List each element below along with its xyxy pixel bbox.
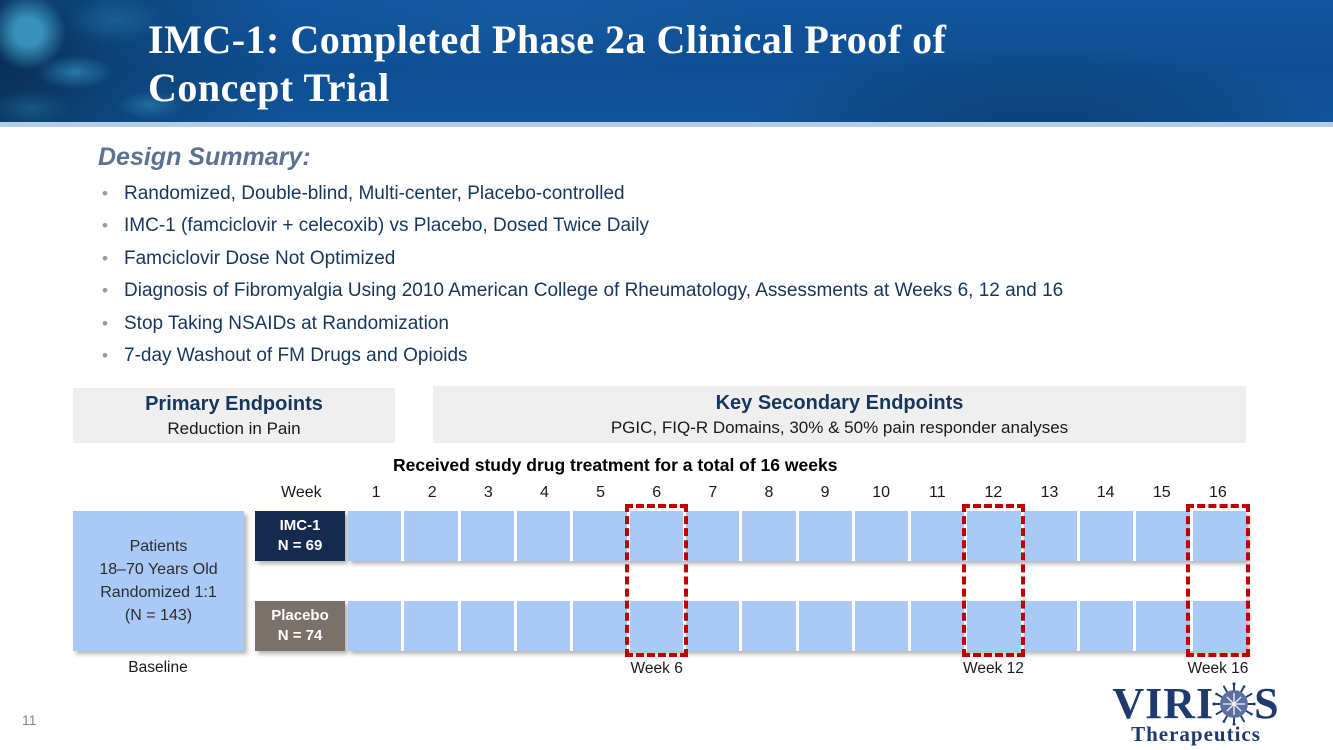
week-cell-imc-1-2: [404, 511, 458, 561]
week-cell-placebo-14: [1080, 601, 1134, 651]
arm-sample-size: N = 74: [277, 627, 323, 644]
week-number-2: 2: [427, 484, 437, 501]
design-summary-bullet-2: IMC-1 (famciclovir + celecoxib) vs Place…: [98, 210, 1278, 243]
week-number-8: 8: [764, 484, 774, 501]
week-number-10: 10: [872, 484, 891, 501]
week-cell-imc-1-11: [911, 511, 965, 561]
secondary-endpoints-box: Key Secondary Endpoints PGIC, FIQ-R Doma…: [433, 386, 1246, 443]
week-number-row: 1 2 3 4 5 6 7 8 9 10 11 12 13 14 15 16: [348, 484, 1246, 502]
week-number-12: 12: [984, 484, 1003, 501]
logo-text-viri: VIRI: [1112, 679, 1215, 728]
primary-endpoints-box: Primary Endpoints Reduction in Pain: [73, 388, 395, 443]
week-number-9: 9: [820, 484, 830, 501]
design-summary-bullet-1: Randomized, Double-blind, Multi-center, …: [98, 178, 1278, 211]
week-number-13: 13: [1040, 484, 1059, 501]
week-cell-imc-1-13: [1023, 511, 1078, 561]
week-cell-placebo-6: [629, 601, 683, 651]
week-cell-placebo-4: [516, 601, 571, 651]
secondary-endpoints-subtitle: PGIC, FIQ-R Domains, 30% & 50% pain resp…: [610, 417, 1069, 437]
week-cell-imc-1-10: [854, 511, 909, 561]
virios-logo: VIRI: [1081, 681, 1311, 746]
patients-box-line-2: 18–70 Years Old: [99, 561, 218, 578]
week-cell-placebo-9: [798, 601, 852, 651]
design-summary-bullet-3: Famciclovir Dose Not Optimized: [98, 243, 1278, 276]
week-cell-imc-1-4: [516, 511, 571, 561]
week-cell-placebo-13: [1023, 601, 1078, 651]
logo-subtitle: Therapeutics: [1131, 722, 1261, 746]
week-cell-placebo-16: [1192, 601, 1246, 651]
design-summary-bullet-5: Stop Taking NSAIDs at Randomization: [98, 308, 1278, 341]
virios-wordmark: VIRI: [1081, 681, 1311, 727]
virus-ball-icon: [1212, 682, 1256, 726]
week-number-5: 5: [596, 484, 606, 501]
arm-cells-imc-1: [348, 511, 1246, 561]
week-number-1: 1: [371, 484, 381, 501]
primary-endpoints-title: Primary Endpoints: [145, 392, 323, 415]
week-cell-placebo-2: [404, 601, 458, 651]
week-cell-imc-1-3: [460, 511, 514, 561]
assessment-label-week-16: Week 16: [1187, 660, 1249, 677]
week-cell-placebo-1: [348, 601, 402, 651]
treatment-duration-note: Received study drug treatment for a tota…: [393, 455, 838, 475]
week-cell-imc-1-8: [742, 511, 796, 561]
week-number-14: 14: [1096, 484, 1115, 501]
page-number: 11: [22, 712, 37, 728]
assessment-label-week-6: Week 6: [630, 660, 683, 677]
design-summary-bullet-4: Diagnosis of Fibromyalgia Using 2010 Ame…: [98, 275, 1278, 308]
virus-texture-art: [0, 0, 330, 122]
week-number-16: 16: [1209, 484, 1227, 501]
week-number-11: 11: [929, 484, 946, 501]
week-number-15: 15: [1152, 484, 1171, 501]
week-cell-placebo-8: [742, 601, 796, 651]
patients-box-line-1: Patients: [129, 538, 188, 555]
arm-sample-size: N = 69: [277, 537, 323, 554]
page-title-line1: IMC-1: Completed Phase 2a Clinical Proof…: [148, 17, 947, 62]
assessment-label-week-12: Week 12: [962, 660, 1024, 677]
week-number-3: 3: [483, 484, 493, 501]
patients-box-line-4: (N = 143): [124, 607, 193, 624]
design-summary-bullet-6: 7-day Washout of FM Drugs and Opioids: [98, 340, 1278, 373]
patients-randomization-box: Patients 18–70 Years Old Randomized 1:1 (N …: [73, 511, 244, 651]
week-cell-placebo-5: [573, 601, 627, 651]
arm-label-imc-1: IMC-1 N = 69: [255, 511, 345, 561]
week-cell-imc-1-14: [1080, 511, 1134, 561]
week-cell-imc-1-12: [967, 511, 1021, 561]
week-cell-placebo-7: [685, 601, 740, 651]
week-cell-imc-1-5: [573, 511, 627, 561]
week-cell-placebo-12: [967, 601, 1021, 651]
design-summary-heading: Design Summary:: [98, 143, 311, 171]
arm-cells-placebo: [348, 601, 1246, 651]
secondary-endpoints-title: Key Secondary Endpoints: [715, 391, 964, 414]
week-cell-placebo-3: [460, 601, 514, 651]
week-number-4: 4: [539, 484, 549, 501]
week-cell-imc-1-7: [685, 511, 740, 561]
page-title-line2: Concept Trial: [148, 65, 390, 110]
week-cell-imc-1-1: [348, 511, 402, 561]
week-cell-imc-1-9: [798, 511, 852, 561]
week-cell-imc-1-15: [1136, 511, 1190, 561]
week-cell-placebo-15: [1136, 601, 1190, 651]
header-banner: IMC-1: Completed Phase 2a Clinical Proof…: [0, 0, 1333, 127]
logo-text-s: S: [1254, 679, 1280, 728]
design-summary-bullet-list: Randomized, Double-blind, Multi-center, …: [98, 178, 1278, 373]
baseline-label: Baseline: [128, 659, 188, 676]
arm-name: Placebo: [271, 607, 329, 624]
week-cell-placebo-11: [911, 601, 965, 651]
week-number-6: 6: [652, 484, 662, 501]
week-number-7: 7: [708, 484, 718, 501]
primary-endpoints-subtitle: Reduction in Pain: [167, 418, 301, 438]
arm-name: IMC-1: [279, 517, 321, 534]
patients-box-line-3: Randomized 1:1: [100, 584, 217, 601]
week-cell-imc-1-16: [1192, 511, 1246, 561]
week-cell-placebo-10: [854, 601, 909, 651]
week-axis-label: Week: [281, 484, 322, 501]
page-title: IMC-1: Completed Phase 2a Clinical Proof…: [148, 16, 1198, 112]
arm-label-placebo: Placebo N = 74: [255, 601, 345, 651]
week-cell-imc-1-6: [629, 511, 683, 561]
